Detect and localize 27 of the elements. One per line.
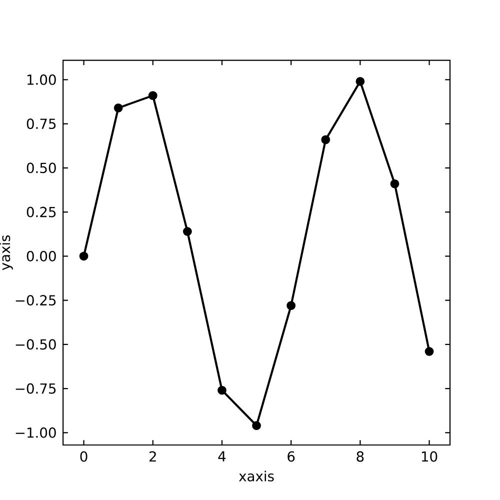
x-tick-label: 10 [422, 451, 438, 462]
y-tick-label: 0.75 [26, 118, 56, 130]
x-tick-label: 2 [150, 451, 156, 462]
y-tick-label: −0.50 [16, 339, 56, 350]
point [390, 179, 400, 188]
y-tick-label: −0.25 [16, 295, 56, 306]
point [79, 252, 88, 261]
x-tick-label: 4 [218, 451, 226, 462]
y-tick-label: −1.00 [16, 427, 56, 438]
point [424, 347, 434, 356]
point [286, 301, 296, 310]
y-tick-label: 0.25 [26, 206, 56, 218]
x-axis-title: xaxis [238, 470, 274, 482]
y-tick-label: 0.50 [26, 162, 56, 174]
point [252, 421, 261, 430]
point [182, 227, 192, 236]
x-tick-label: 6 [288, 451, 295, 462]
point [148, 91, 158, 100]
point [321, 135, 330, 144]
x-tick-label: 8 [356, 451, 364, 462]
y-tick-label: −0.75 [16, 383, 56, 394]
x-tick-label: 0 [80, 451, 88, 462]
y-tick-label: 1.00 [27, 74, 56, 85]
y-tick-label: 0.00 [26, 250, 56, 262]
point [114, 103, 123, 112]
point [356, 77, 365, 86]
point [218, 386, 226, 395]
